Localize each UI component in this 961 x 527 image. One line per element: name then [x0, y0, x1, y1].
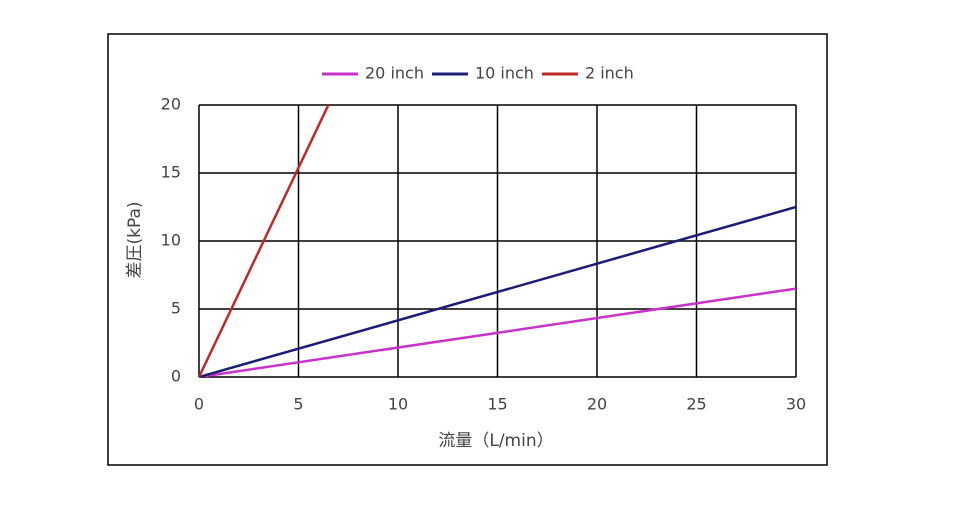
x-tick-label: 20: [587, 395, 607, 414]
x-tick-label: 10: [388, 395, 408, 414]
data-line: [199, 205, 796, 377]
x-tick-label: 15: [487, 395, 507, 414]
y-tick-label: 5: [171, 299, 181, 318]
x-axis-label: 流量（L/min）: [438, 431, 553, 451]
y-tick-label: 10: [161, 231, 181, 250]
data-line: [199, 287, 796, 377]
legend-label: 10 inch: [475, 64, 534, 83]
data-line: [199, 105, 330, 377]
x-tick-label: 25: [686, 395, 706, 414]
x-tick-label: 30: [786, 395, 806, 414]
x-tick-label: 5: [293, 395, 303, 414]
legend-label: 2 inch: [585, 64, 634, 83]
y-tick-label: 15: [161, 163, 181, 182]
y-tick-label: 20: [161, 95, 181, 114]
x-tick-label: 0: [194, 395, 204, 414]
y-axis-label: 差圧(kPa): [125, 201, 145, 278]
y-tick-label: 0: [171, 367, 181, 386]
legend-label: 20 inch: [365, 64, 424, 83]
chart-frame: [107, 33, 828, 466]
